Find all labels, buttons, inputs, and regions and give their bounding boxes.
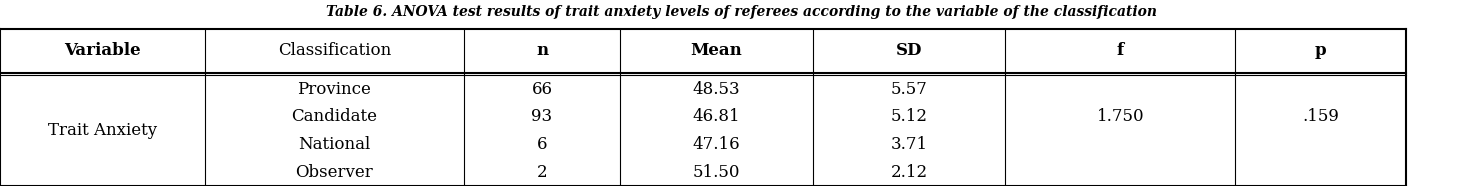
Text: 1.750: 1.750 — [1096, 108, 1145, 125]
Text: 51.50: 51.50 — [693, 164, 740, 181]
Text: 5.12: 5.12 — [891, 108, 927, 125]
Text: p: p — [1315, 42, 1326, 59]
Text: .159: .159 — [1302, 108, 1339, 125]
Text: Table 6. ANOVA test results of trait anxiety levels of referees according to the: Table 6. ANOVA test results of trait anx… — [326, 5, 1157, 19]
Text: 3.71: 3.71 — [890, 136, 928, 153]
Text: SD: SD — [896, 42, 922, 59]
Text: 47.16: 47.16 — [693, 136, 740, 153]
Text: 5.57: 5.57 — [891, 81, 927, 97]
Text: Variable: Variable — [64, 42, 141, 59]
Text: Province: Province — [298, 81, 371, 97]
Text: National: National — [298, 136, 371, 153]
Text: f: f — [1117, 42, 1124, 59]
Text: 66: 66 — [531, 81, 553, 97]
Text: 93: 93 — [531, 108, 553, 125]
Text: Classification: Classification — [277, 42, 392, 59]
Text: Trait Anxiety: Trait Anxiety — [47, 122, 157, 139]
Text: Observer: Observer — [295, 164, 374, 181]
Text: 2.12: 2.12 — [890, 164, 928, 181]
Text: 2: 2 — [537, 164, 547, 181]
Text: Mean: Mean — [691, 42, 742, 59]
Text: Candidate: Candidate — [292, 108, 377, 125]
Text: 46.81: 46.81 — [693, 108, 740, 125]
Text: 48.53: 48.53 — [693, 81, 740, 97]
Text: 6: 6 — [537, 136, 547, 153]
Text: n: n — [535, 42, 549, 59]
